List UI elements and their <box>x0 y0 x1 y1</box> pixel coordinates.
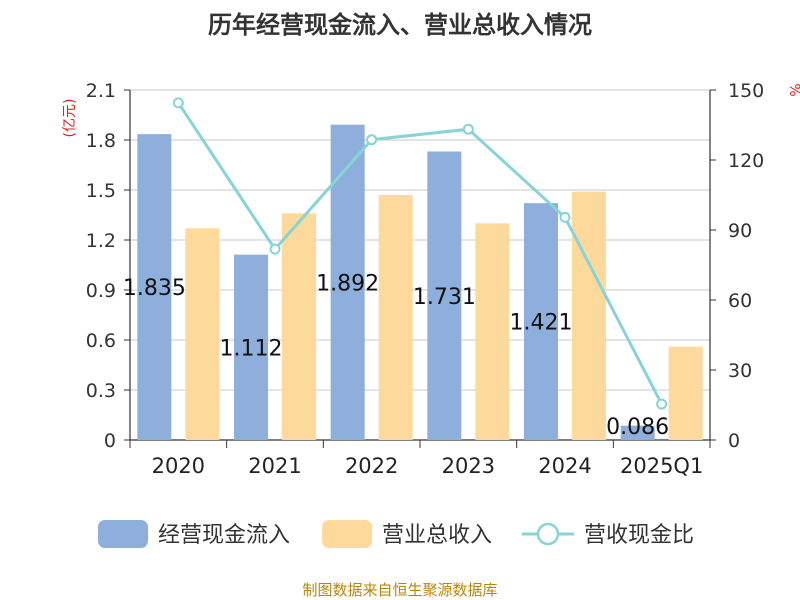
data-label: 1.892 <box>316 271 379 296</box>
gridlines <box>130 89 710 391</box>
x-tick-label: 2022 <box>345 454 398 478</box>
bar-layer <box>137 124 703 441</box>
y-right-tick-label: 30 <box>728 360 752 382</box>
line-point <box>462 123 474 135</box>
bar-经营现金流入 <box>620 425 655 440</box>
y-right-tick-label: 60 <box>728 290 752 312</box>
data-label: 0.086 <box>606 415 669 440</box>
bar-营业总收入 <box>282 213 316 440</box>
y-right-tick-label: 150 <box>728 80 764 102</box>
legend-swatch <box>98 520 148 548</box>
x-tick-label: 2025Q1 <box>620 454 703 478</box>
y-right-unit: % <box>786 83 800 96</box>
y-right-tick-label: 120 <box>728 150 764 172</box>
data-label: 1.731 <box>413 285 476 310</box>
y-left-tick-label: 0.6 <box>86 330 116 352</box>
line-营收现金比 <box>177 102 663 405</box>
axes: 0 0.3 0.6 0.9 1.2 1.5 1.8 2.1 0 30 60 90 120 150 (亿元)%… <box>62 80 800 478</box>
legend: 经营现金流入 营业总收入 营收现金比 <box>98 520 694 548</box>
legend-marker <box>536 522 560 546</box>
bar-经营现金流入 <box>137 134 172 440</box>
legend-swatch <box>322 520 372 548</box>
y-left-tick-label: 2.1 <box>86 80 116 102</box>
x-tick-label: 2021 <box>248 454 301 478</box>
x-tick-label: 2020 <box>152 454 205 478</box>
y-left-tick-label: 0 <box>104 430 116 452</box>
line-point <box>656 398 668 410</box>
x-tick-label: 2023 <box>442 454 495 478</box>
bar-营业总收入 <box>185 228 220 440</box>
bar-经营现金流入 <box>234 254 268 440</box>
y-left-tick-label: 1.2 <box>86 230 116 252</box>
data-label: 1.835 <box>123 276 186 301</box>
y-right-tick-label: 90 <box>728 220 752 242</box>
legend-label: 营收现金比 <box>584 523 694 548</box>
bar-营业总收入 <box>572 191 606 440</box>
y-left-unit: (亿元) <box>62 99 78 138</box>
bar-营业总收入 <box>378 195 413 440</box>
bar-经营现金流入 <box>330 124 365 441</box>
data-label: 1.112 <box>220 336 283 361</box>
y-left-tick-label: 1.5 <box>86 180 116 202</box>
y-left-tick-label: 0.9 <box>86 280 116 302</box>
data-label: 1.421 <box>510 311 573 336</box>
y-right-tick-label: 0 <box>728 430 740 452</box>
line-point <box>559 211 571 223</box>
legend-label: 经营现金流入 <box>158 523 290 548</box>
chart-title: 历年经营现金流入、营业总收入情况 <box>208 11 592 39</box>
line-point <box>269 243 281 255</box>
x-tick-label: 2024 <box>538 454 591 478</box>
legend-label: 营业总收入 <box>382 523 492 548</box>
bar-营业总收入 <box>668 346 703 440</box>
line-point <box>366 134 378 146</box>
line-point <box>172 97 184 109</box>
source-note: 制图数据来自恒生聚源数据库 <box>302 581 497 599</box>
bar-经营现金流入 <box>524 203 558 440</box>
line-layer <box>172 97 668 410</box>
bar-经营现金流入 <box>427 151 462 440</box>
y-left-tick-label: 0.3 <box>86 380 116 402</box>
y-left-tick-label: 1.8 <box>86 130 116 152</box>
data-label-layer: 1.835 1.112 1.892 1.731 1.421 0.086 <box>123 271 669 440</box>
bar-营业总收入 <box>475 223 510 440</box>
